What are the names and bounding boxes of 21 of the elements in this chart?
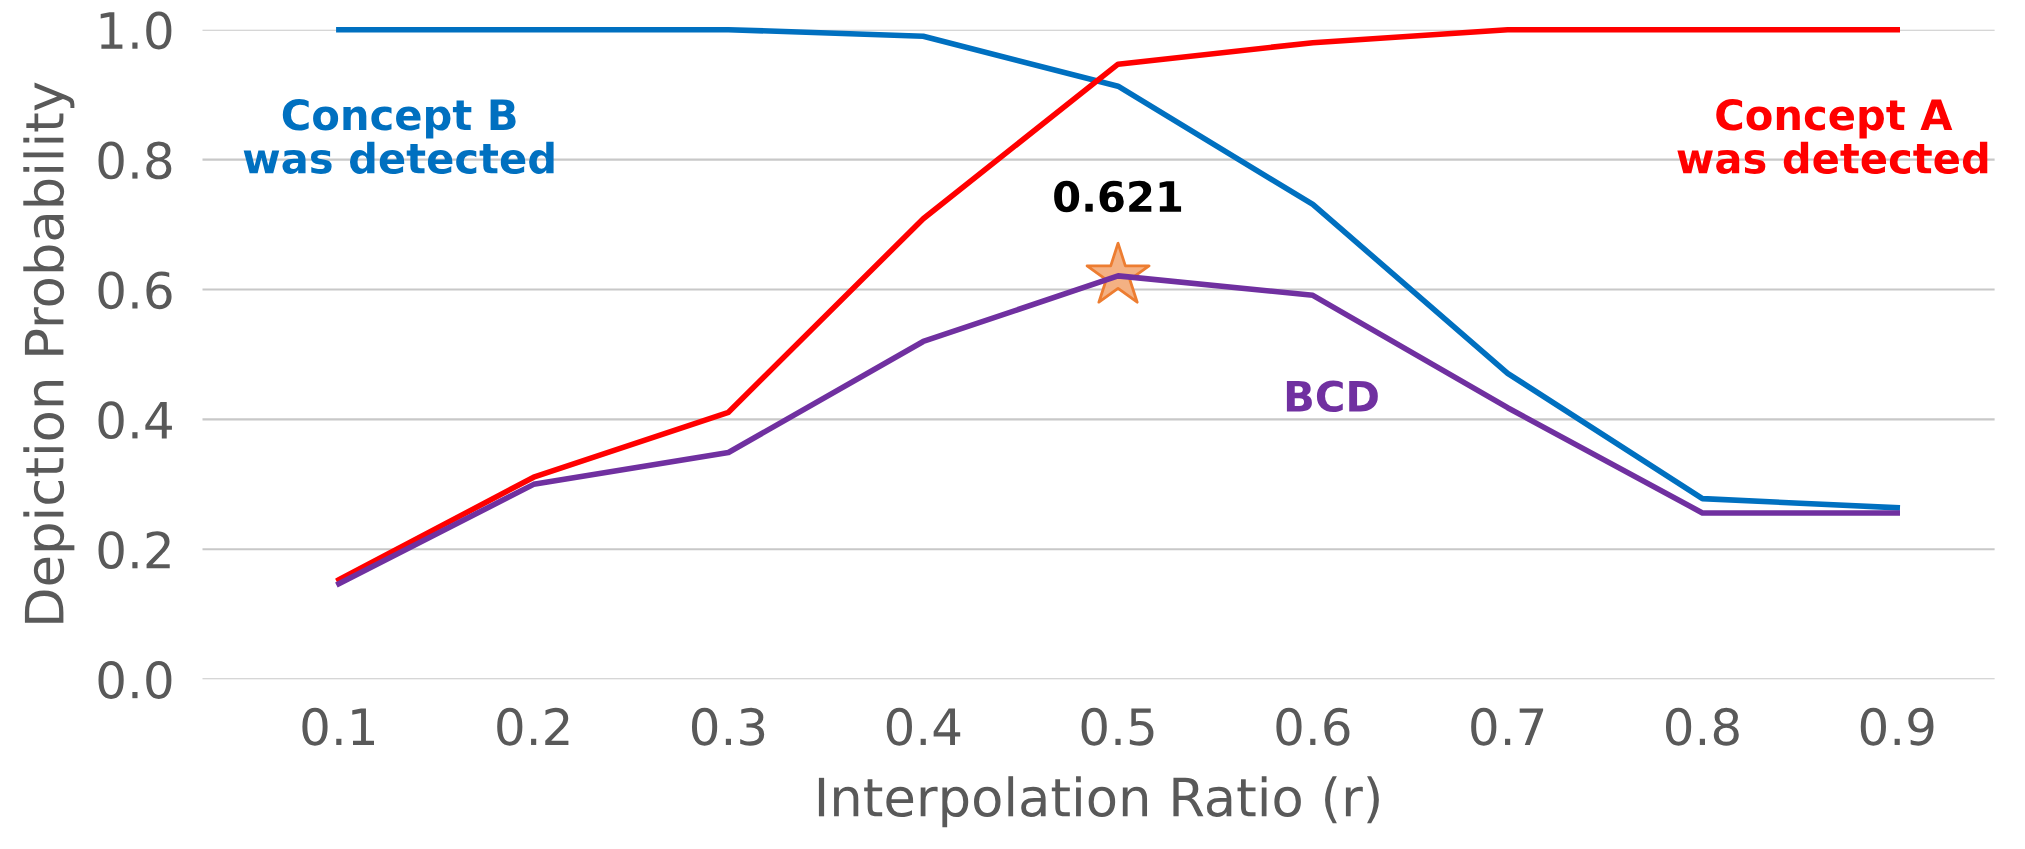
x-tick-label: 0.7 bbox=[1471, 707, 1544, 746]
series-label: Concept A was detected bbox=[1677, 98, 1988, 174]
y-tick-label: 0.8 bbox=[98, 141, 172, 180]
x-tick-label: 0.6 bbox=[1276, 707, 1350, 746]
y-tick-label: 1.0 bbox=[100, 11, 172, 50]
x-tick-label: 0.2 bbox=[497, 707, 569, 746]
x-tick-label: 0.4 bbox=[886, 707, 961, 746]
y-tick-label: 0.4 bbox=[98, 401, 172, 440]
series-label: Concept B was detected bbox=[243, 98, 554, 174]
series-label: BCD bbox=[1286, 380, 1378, 413]
y-tick-label: 0.6 bbox=[98, 271, 172, 310]
x-tick-label: 0.8 bbox=[1665, 707, 1739, 746]
y-axis-title: Depiction Probability bbox=[23, 82, 75, 623]
x-tick-label: 0.3 bbox=[691, 707, 765, 746]
x-tick-label: 0.9 bbox=[1860, 707, 1934, 746]
x-tick-label: 0.5 bbox=[1081, 707, 1154, 746]
y-tick-label: 0.2 bbox=[98, 531, 170, 570]
annotation: 0.621 bbox=[1054, 180, 1182, 213]
y-tick-label: 0.0 bbox=[98, 661, 172, 699]
x-tick-label: 0.1 bbox=[302, 707, 374, 746]
x-axis-title: Interpolation Ratio (r) bbox=[818, 776, 1379, 828]
